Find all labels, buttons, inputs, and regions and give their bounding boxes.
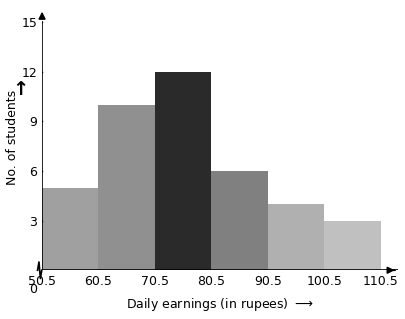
Bar [211,171,267,270]
X-axis label: Daily earnings (in rupees) $\longrightarrow$: Daily earnings (in rupees) $\longrightar… [126,296,313,314]
Bar [267,204,324,270]
Text: 0: 0 [30,284,38,296]
Y-axis label: No. of students: No. of students [6,90,19,185]
Bar [42,188,98,270]
Bar [98,105,155,270]
Bar [155,72,211,270]
Bar [324,221,380,270]
Text: ↑: ↑ [12,80,28,99]
